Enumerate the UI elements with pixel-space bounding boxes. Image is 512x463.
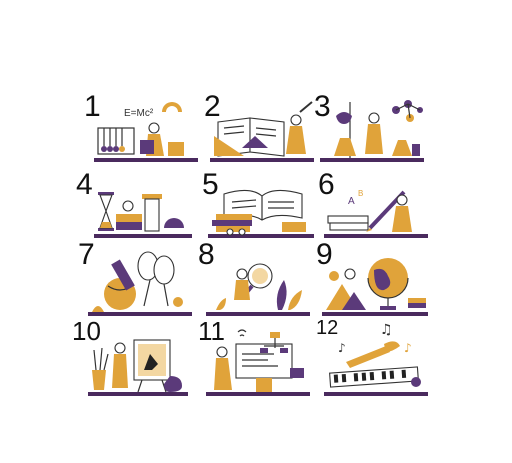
tile-number: 5 [202,168,219,201]
tile-11-computer-science: 11 [198,318,316,398]
physics-newtons-cradle-magnet-icon: E=Mc² [94,102,198,162]
tile-number: 1 [84,90,101,123]
tile-6-writing: 6 A B [318,170,436,250]
literature-open-book-stack-icon [208,189,314,238]
tile-8-biology: 8 [198,240,316,320]
svg-text:A: A [348,196,355,207]
tile-number: 10 [72,316,101,346]
art-painting-easel-icon [88,339,188,396]
tile-number: 7 [78,238,95,271]
mathematics-geometry-book-icon [210,101,314,162]
tile-12-music: 12 ♪ ♫ ♪ [316,318,434,398]
tile-number: 6 [318,168,335,201]
tile-number: 3 [314,90,331,123]
tile-9-geography: 9 [316,240,434,320]
tile-number: 4 [76,168,93,201]
computer-science-monitor-flowchart-icon [206,329,310,396]
svg-text:B: B [358,189,363,198]
history-hourglass-column-icon [94,192,192,238]
tile-7-sports: 7 [78,240,196,320]
geography-globe-mountains-icon [322,258,428,316]
svg-text:♪: ♪ [338,341,346,355]
tile-3-chemistry: 3 [314,92,432,172]
svg-text:♫: ♫ [380,322,393,338]
chemistry-lab-molecule-icon [320,100,424,162]
tile-10-art: 10 [72,318,190,398]
tile-2-mathematics: 2 [204,92,322,172]
sports-rackets-balls-icon [88,251,192,316]
language-writing-pen-icon: A B [324,189,428,238]
tile-number: 8 [198,238,215,271]
tile-number: 11 [198,316,225,346]
tile-number: 12 [316,317,339,339]
tile-1-physics: 1 E=Mc² [84,92,202,172]
tile-5-literature: 5 [202,170,320,250]
tile-number: 2 [204,90,221,123]
biology-magnifier-plants-icon [206,263,310,316]
tile-number: 9 [316,238,333,271]
music-keyboard-trumpet-notes-icon: ♪ ♫ ♪ [324,322,428,396]
equation-text: E=Mc² [124,108,154,119]
svg-text:♪: ♪ [404,341,412,355]
tile-4-history: 4 [76,170,194,250]
